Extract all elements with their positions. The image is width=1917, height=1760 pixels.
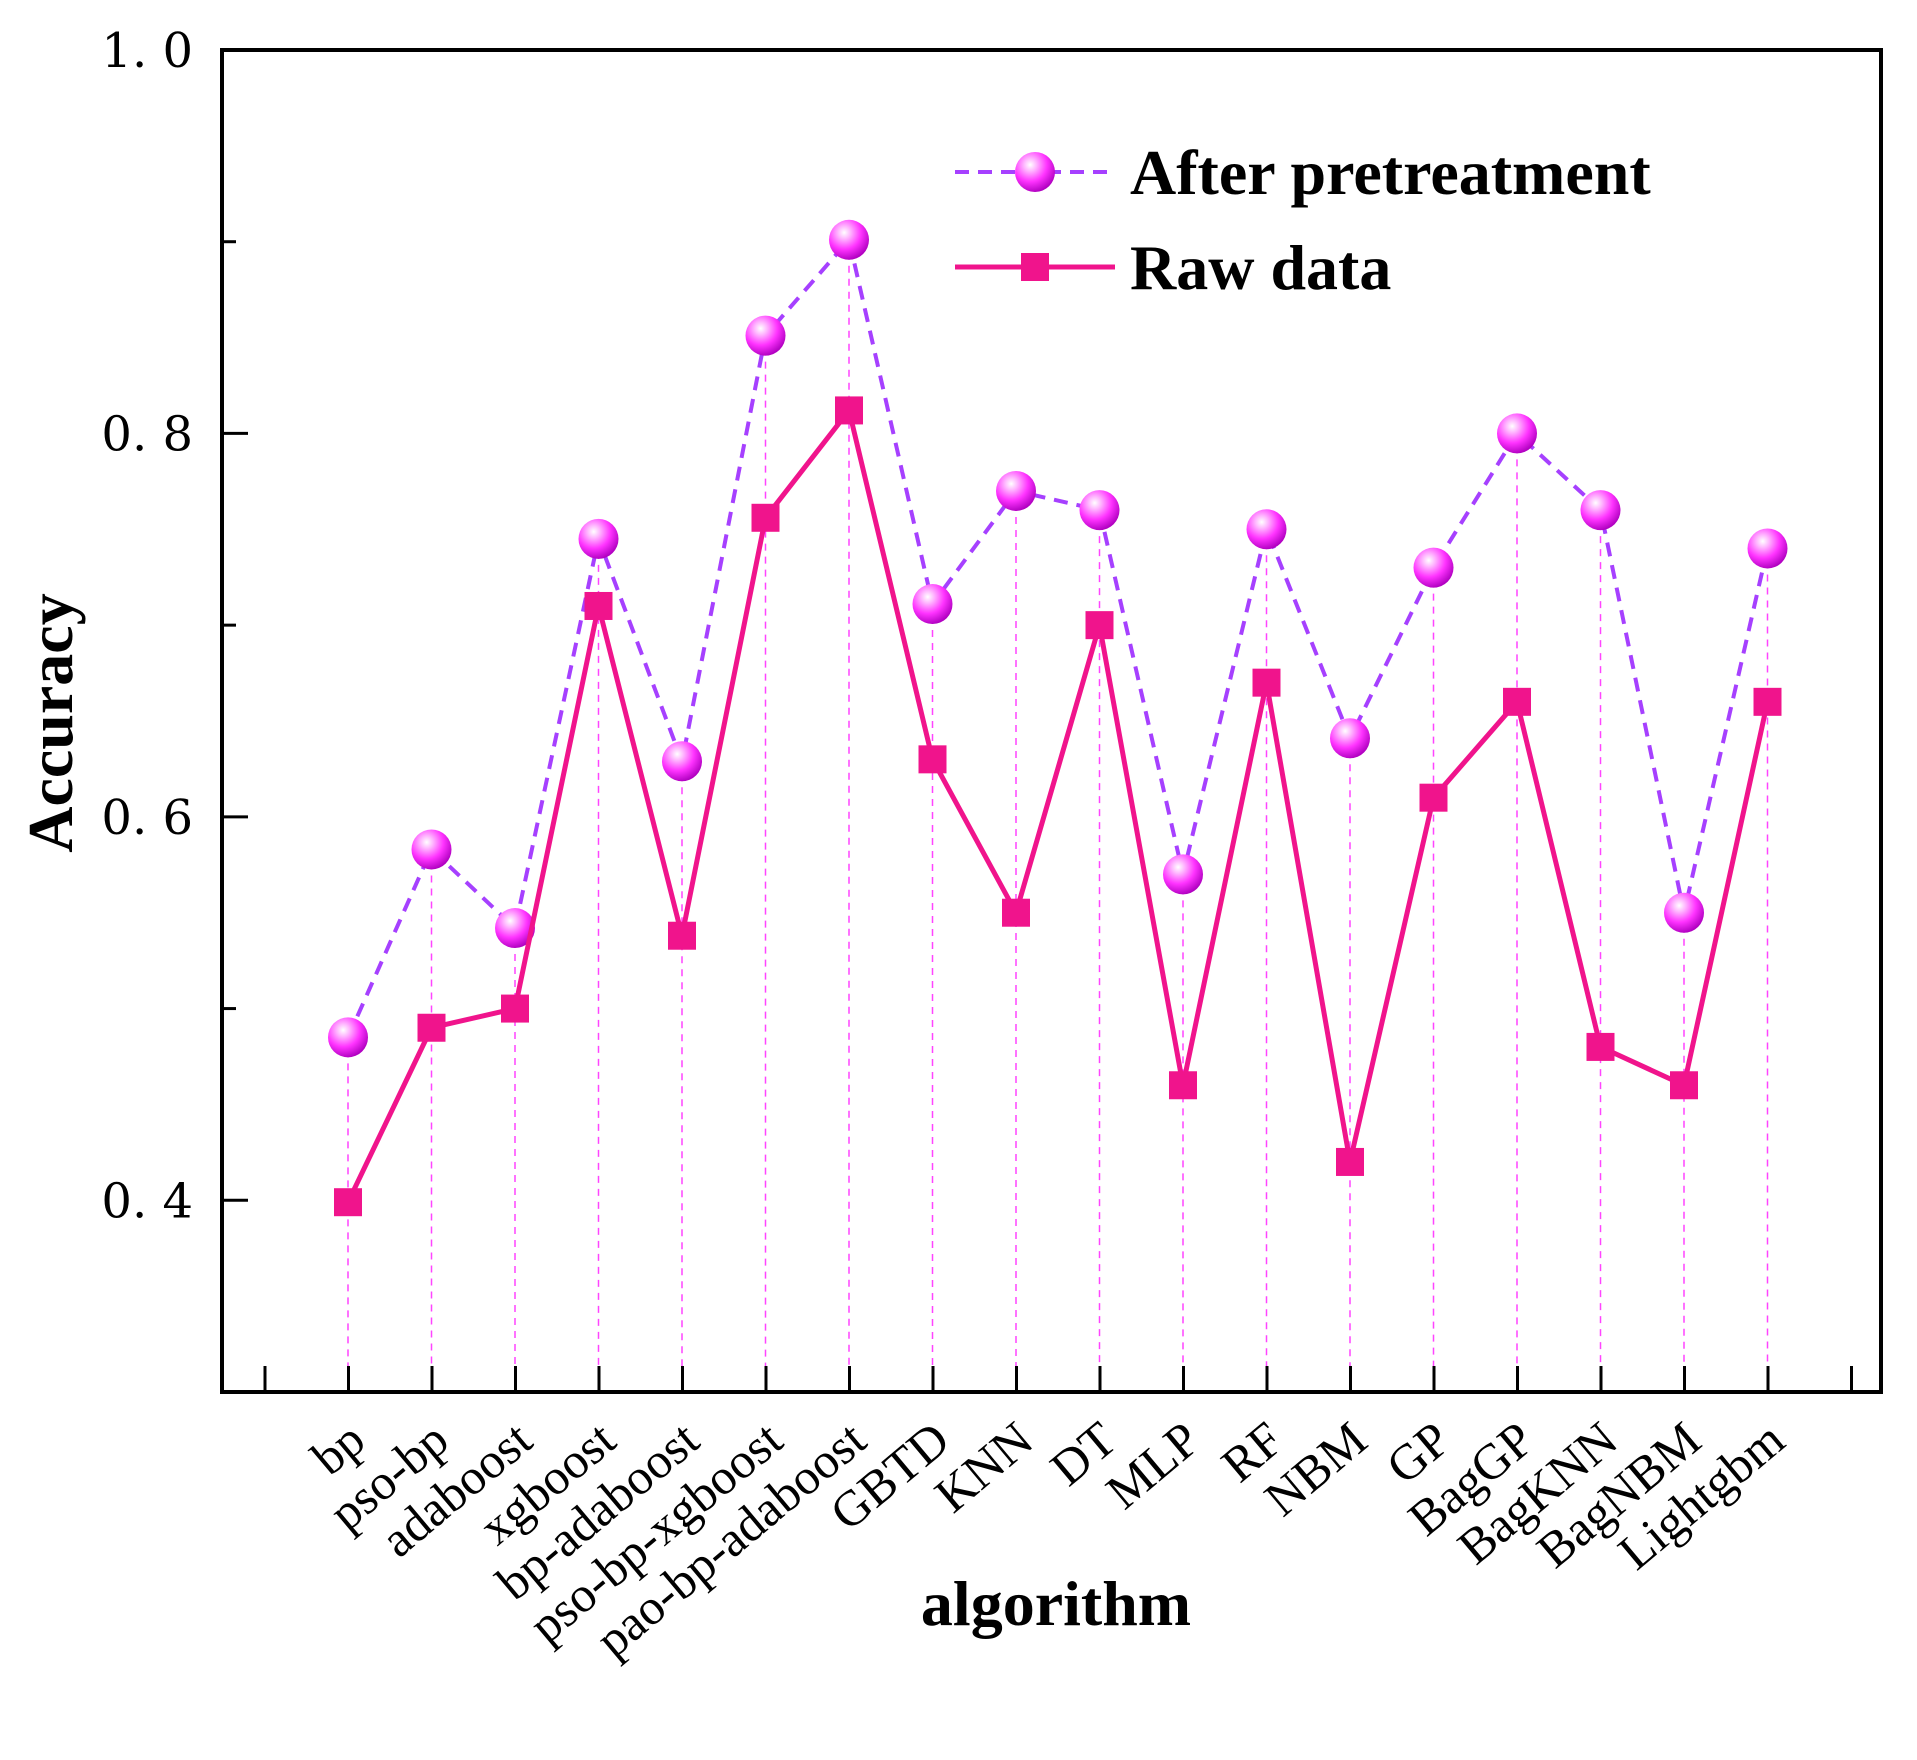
data-point-raw-data xyxy=(584,591,613,620)
data-point-after-pretreatment xyxy=(1580,490,1621,531)
y-tick-label: 0. 6 xyxy=(101,790,193,846)
data-point-raw-data xyxy=(1169,1071,1197,1100)
data-point-after-pretreatment xyxy=(1747,528,1788,569)
data-point-raw-data xyxy=(1586,1032,1615,1061)
x-axis-title: algorithm xyxy=(921,1568,1191,1639)
data-point-raw-data xyxy=(918,745,947,774)
data-point-after-pretreatment xyxy=(1664,892,1704,933)
y-tick-label: 1. 0 xyxy=(101,23,193,79)
data-point-after-pretreatment xyxy=(411,829,452,870)
series-after-pretreatment xyxy=(328,219,1788,1058)
data-point-after-pretreatment xyxy=(1497,413,1537,454)
x-tick-label-mlp: MLP xyxy=(1095,1411,1210,1520)
data-point-raw-data xyxy=(1670,1071,1698,1100)
y-axis-title: Accuracy xyxy=(15,593,86,852)
data-point-raw-data xyxy=(668,921,696,950)
data-point-after-pretreatment xyxy=(1163,854,1203,895)
legend-label-raw-data: Raw data xyxy=(1130,232,1391,303)
data-point-after-pretreatment xyxy=(912,584,953,625)
legend-marker-after-pretreatment xyxy=(1015,152,1055,192)
data-point-after-pretreatment xyxy=(1246,509,1287,550)
data-point-raw-data xyxy=(1002,898,1030,927)
data-point-raw-data xyxy=(751,503,780,532)
data-point-raw-data xyxy=(1085,611,1114,640)
data-point-after-pretreatment xyxy=(829,219,869,260)
data-point-after-pretreatment xyxy=(578,518,619,559)
legend-label-after-pretreatment: After pretreatment xyxy=(1130,137,1651,208)
series-line-raw-data xyxy=(345,407,1770,1204)
data-point-raw-data xyxy=(1419,783,1448,812)
data-point-after-pretreatment xyxy=(1413,547,1454,588)
data-point-raw-data xyxy=(417,1013,446,1042)
data-point-raw-data xyxy=(1252,668,1281,697)
y-tick-label: 0. 8 xyxy=(101,406,193,462)
series-raw-data xyxy=(334,396,1782,1217)
data-point-after-pretreatment xyxy=(996,470,1036,511)
x-tick-label-nbm: NBM xyxy=(1254,1411,1377,1527)
legend: After pretreatment Raw data xyxy=(955,137,1651,303)
drop-lines xyxy=(347,239,1769,1392)
data-point-after-pretreatment xyxy=(1079,490,1120,531)
legend-marker-raw-data xyxy=(1021,253,1049,281)
plot-area xyxy=(220,48,1883,1394)
data-point-after-pretreatment xyxy=(328,1017,368,1058)
y-axis: 0. 4 0. 6 0. 8 1. 0 xyxy=(101,23,248,1394)
data-point-after-pretreatment xyxy=(1330,718,1370,759)
x-tick-label-knn: KNN xyxy=(924,1411,1043,1524)
data-point-after-pretreatment xyxy=(745,315,786,356)
series-layer xyxy=(328,219,1788,1217)
data-point-raw-data xyxy=(835,396,863,425)
data-point-raw-data xyxy=(1753,687,1782,716)
data-point-raw-data xyxy=(1503,687,1531,716)
data-point-after-pretreatment xyxy=(495,908,535,949)
data-point-raw-data xyxy=(334,1188,362,1217)
data-point-raw-data xyxy=(501,994,529,1023)
data-point-after-pretreatment xyxy=(662,741,702,782)
y-tick-label: 0. 4 xyxy=(101,1173,193,1229)
data-point-raw-data xyxy=(1336,1147,1364,1176)
